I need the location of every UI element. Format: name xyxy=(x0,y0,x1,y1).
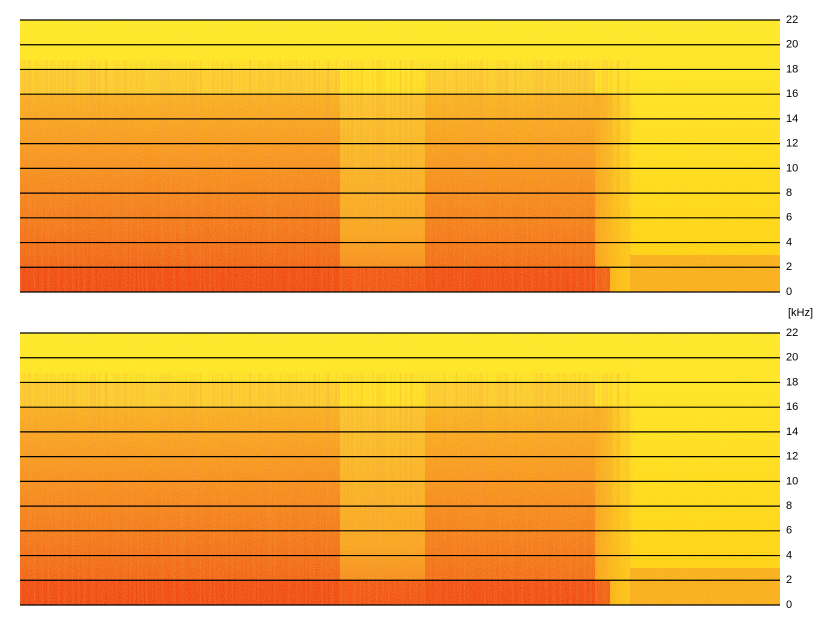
y-tick-label: 20 xyxy=(786,39,798,51)
y-axis-unit: [kHz] xyxy=(788,307,813,319)
y-tick-label: 0 xyxy=(786,599,792,611)
y-tick-label: 8 xyxy=(786,500,792,512)
y-tick-label: 12 xyxy=(786,138,798,150)
y-tick-label: 6 xyxy=(786,212,792,224)
y-tick-label: 16 xyxy=(786,88,798,100)
y-tick-label: 8 xyxy=(786,187,792,199)
y-tick-label: 18 xyxy=(786,63,798,75)
y-tick-label: 22 xyxy=(786,14,798,26)
spectrogram-image xyxy=(20,20,780,292)
y-tick-label: 10 xyxy=(786,475,798,487)
y-tick-label: 4 xyxy=(786,236,792,248)
y-tick-label: 16 xyxy=(786,401,798,413)
y-tick-label: 20 xyxy=(786,352,798,364)
y-tick-label: 4 xyxy=(786,549,792,561)
y-tick-label: 0 xyxy=(786,286,792,298)
y-tick-label: 2 xyxy=(786,574,792,586)
y-tick-label: 22 xyxy=(786,327,798,339)
y-tick-label: 6 xyxy=(786,525,792,537)
y-tick-label: 12 xyxy=(786,451,798,463)
y-tick-label: 10 xyxy=(786,162,798,174)
y-tick-label: 14 xyxy=(786,113,798,125)
spectrogram-image xyxy=(20,333,780,605)
y-tick-label: 2 xyxy=(786,261,792,273)
y-tick-label: 18 xyxy=(786,376,798,388)
y-tick-label: 14 xyxy=(786,426,798,438)
